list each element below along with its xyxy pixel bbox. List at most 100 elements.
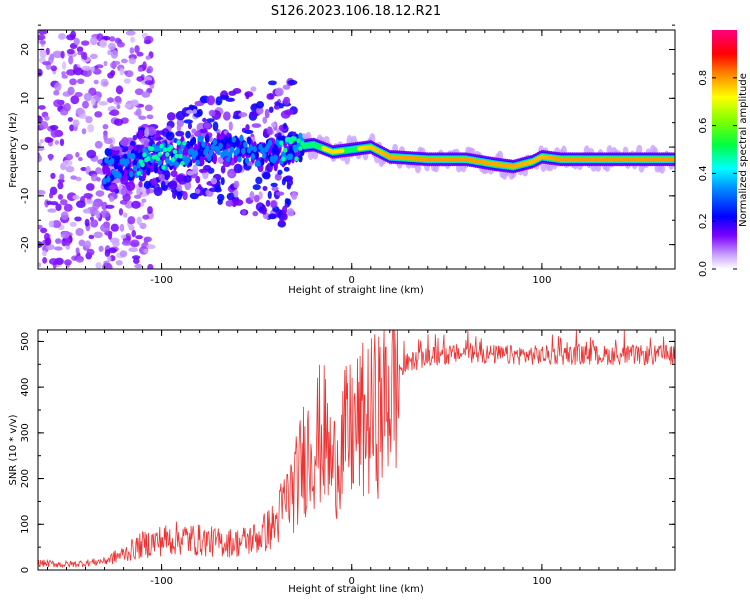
- heatmap-noise-blob: [120, 58, 128, 64]
- snr-panel: -100 0 100 0 100 200 300 400 500 Height of strai…: [8, 329, 676, 595]
- heatmap-ridge: [208, 149, 214, 157]
- heatmap-noise-blob: [80, 166, 87, 172]
- heatmap-noise-blob: [119, 67, 125, 76]
- heatmap-noise-blob: [90, 98, 96, 106]
- heatmap-ridge: [260, 157, 265, 166]
- heatmap-spread-blob: [182, 191, 188, 201]
- heatmap-spread-blob: [217, 199, 223, 205]
- snr-xtick-label: 0: [349, 576, 355, 587]
- heatmap-noise-blob: [93, 231, 103, 239]
- heatmap-noise-blob: [146, 114, 154, 120]
- heatmap-noise-blob: [85, 115, 93, 124]
- heatmap-noise-blob: [147, 206, 153, 215]
- heatmap-noise-blob: [144, 80, 154, 86]
- heatmap-ridge: [205, 134, 210, 143]
- heatmap-spread-blob: [115, 177, 121, 184]
- heatmap-noise-blob: [90, 66, 96, 73]
- heatmap-spread-blob: [153, 186, 163, 197]
- heatmap-ridge: [206, 154, 212, 162]
- heatmap-ridge: [216, 148, 221, 156]
- heatmap-spread-blob: [195, 175, 201, 184]
- heatmap-noise-blob: [95, 262, 102, 269]
- heatmap-noise-blob: [107, 42, 116, 51]
- heatmap-spread-blob: [286, 208, 295, 217]
- heatmap-spread-blob: [175, 174, 185, 182]
- heatmap-noise-blob: [50, 172, 56, 180]
- heatmap-ridge: [288, 153, 294, 160]
- heatmap-spread-blob: [208, 109, 216, 117]
- heatmap-spread-blob: [176, 191, 183, 201]
- snr-xlabel: Height of straight line (km): [288, 584, 424, 595]
- heatmap-ridge: [241, 147, 246, 155]
- heatmap-ridge: [142, 152, 147, 158]
- heatmap-noise-blob: [94, 111, 103, 118]
- heatmap-spread-blob: [203, 164, 212, 171]
- heatmap-spread-blob: [238, 112, 248, 118]
- heatmap-noise-blob: [113, 118, 124, 126]
- heatmap-noise-blob: [64, 238, 71, 246]
- heatmap-noise-blob: [119, 250, 128, 258]
- heatmap-noise-blob: [115, 85, 124, 95]
- heatmap-xtick-label: 0: [349, 275, 355, 286]
- heatmap-ridge: [227, 136, 233, 145]
- heatmap-spread-blob: [191, 128, 197, 134]
- heatmap-noise-blob: [100, 210, 110, 219]
- heatmap-ytick-label: 0: [20, 144, 31, 150]
- heatmap-noise-blob: [75, 176, 82, 182]
- heatmap-ridge: [298, 132, 303, 140]
- heatmap-ridge: [109, 173, 115, 182]
- heatmap-noise-blob: [77, 78, 85, 85]
- heatmap-ridge: [113, 161, 119, 170]
- heatmap-noise-blob: [39, 120, 49, 130]
- heatmap-noise-blob: [105, 204, 115, 209]
- heatmap-ridge: [102, 178, 107, 185]
- heatmap-noise-blob: [55, 203, 62, 211]
- heatmap-ridge: [197, 148, 202, 157]
- heatmap-halo: [659, 163, 666, 174]
- heatmap-noise-blob: [84, 218, 90, 227]
- heatmap-spread-blob: [283, 166, 290, 172]
- heatmap-noise-blob: [88, 234, 95, 240]
- heatmap-noise-blob: [92, 201, 100, 211]
- heatmap-noise-blob: [65, 165, 75, 173]
- heatmap-spread-blob: [220, 165, 226, 174]
- heatmap-noise-blob: [61, 61, 67, 70]
- heatmap-noise-blob: [57, 193, 64, 200]
- heatmap-ridge: [220, 131, 225, 143]
- heatmap-noise-blob: [93, 79, 99, 85]
- heatmap-noise-blob: [89, 53, 98, 60]
- heatmap-spread-blob: [212, 121, 219, 132]
- heatmap-noise-blob: [48, 258, 59, 265]
- heatmap-spread-blob: [279, 217, 285, 224]
- heatmap-noise-blob: [78, 156, 83, 162]
- heatmap-noise-blob: [49, 201, 59, 206]
- heatmap-noise-blob: [70, 175, 77, 180]
- heatmap-ridge: [282, 147, 288, 153]
- heatmap-noise-blob: [60, 231, 70, 239]
- heatmap-noise-blob: [38, 189, 46, 196]
- heatmap-spread-blob: [251, 123, 262, 128]
- heatmap-noise-blob: [38, 262, 42, 268]
- heatmap-spread-blob: [220, 94, 230, 99]
- heatmap-noise-blob: [60, 211, 69, 220]
- heatmap-noise-blob: [131, 200, 141, 209]
- heatmap-ridge: [155, 156, 160, 162]
- heatmap-ridge: [224, 135, 229, 144]
- heatmap-noise-blob: [63, 259, 72, 266]
- heatmap-noise-blob: [95, 190, 105, 197]
- heatmap-ridge: [248, 144, 254, 151]
- heatmap-noise-blob: [38, 115, 43, 124]
- heatmap-ridge: [195, 159, 200, 166]
- heatmap-spread-blob: [253, 194, 260, 203]
- heatmap-spread-blob: [274, 87, 284, 97]
- heatmap-ridge: [186, 140, 191, 149]
- heatmap-noise-blob: [73, 37, 80, 46]
- heatmap-ridge: [123, 167, 128, 179]
- heatmap-noise-blob: [141, 198, 147, 203]
- heatmap-spread-blob: [233, 110, 241, 119]
- heatmap-noise-blob: [116, 41, 125, 48]
- heatmap-noise-blob: [63, 203, 73, 212]
- heatmap-spread-blob: [186, 170, 194, 176]
- heatmap-ytick-label: -20: [20, 236, 31, 252]
